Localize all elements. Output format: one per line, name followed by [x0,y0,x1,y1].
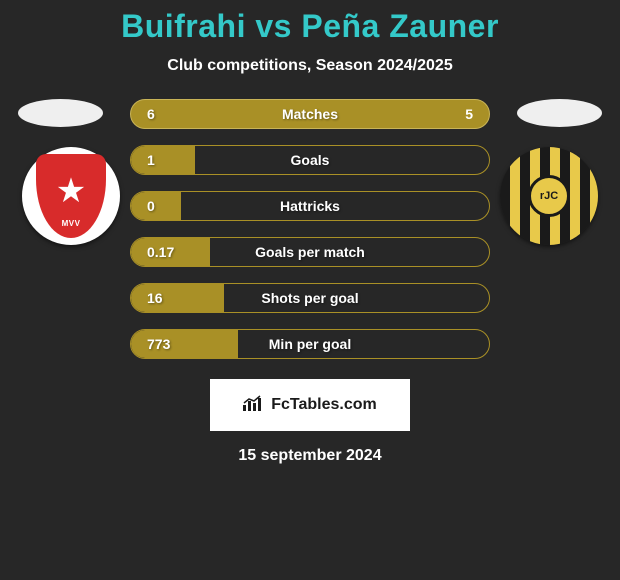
chart-icon [243,395,263,416]
mvv-label: MVV [62,219,81,228]
stat-left-value: 0 [147,198,207,214]
comparison-title: Buifrahi vs Peña Zauner [0,0,620,45]
left-team-badge: ★ MVV [22,147,120,245]
stat-right-value: 5 [413,106,473,122]
left-player-placeholder [18,99,103,127]
stat-label: Goals [207,152,413,168]
branding-text: FcTables.com [271,396,377,414]
stat-label: Shots per goal [207,290,413,306]
stat-label: Min per goal [207,336,413,352]
mvv-shield: ★ MVV [36,154,106,238]
branding-box: FcTables.com [210,379,410,431]
right-player-placeholder [517,99,602,127]
stat-row: 0.17Goals per match [130,237,490,267]
star-icon: ★ [56,174,86,208]
stat-row: 0Hattricks [130,191,490,221]
comparison-subtitle: Club competitions, Season 2024/2025 [0,57,620,75]
stat-left-value: 1 [147,152,207,168]
stat-left-value: 6 [147,106,207,122]
roda-inner-circle: rJC [528,175,570,217]
content-area: ★ MVV rJC 6Matches51Goals0Hattricks0.17G… [0,99,620,359]
stat-row: 1Goals [130,145,490,175]
stat-row: 6Matches5 [130,99,490,129]
stat-label: Matches [207,106,413,122]
stat-label: Hattricks [207,198,413,214]
stat-left-value: 773 [147,336,207,352]
stats-container: 6Matches5 1Goals 0Hattricks 0.17Goals per m… [130,99,490,359]
stat-row: 16Shots per goal [130,283,490,313]
stat-left-value: 0.17 [147,244,207,260]
stat-row: 773Min per goal [130,329,490,359]
right-team-badge: rJC [500,147,598,245]
stat-left-value: 16 [147,290,207,306]
stat-label: Goals per match [207,244,413,260]
comparison-date: 15 september 2024 [0,447,620,465]
